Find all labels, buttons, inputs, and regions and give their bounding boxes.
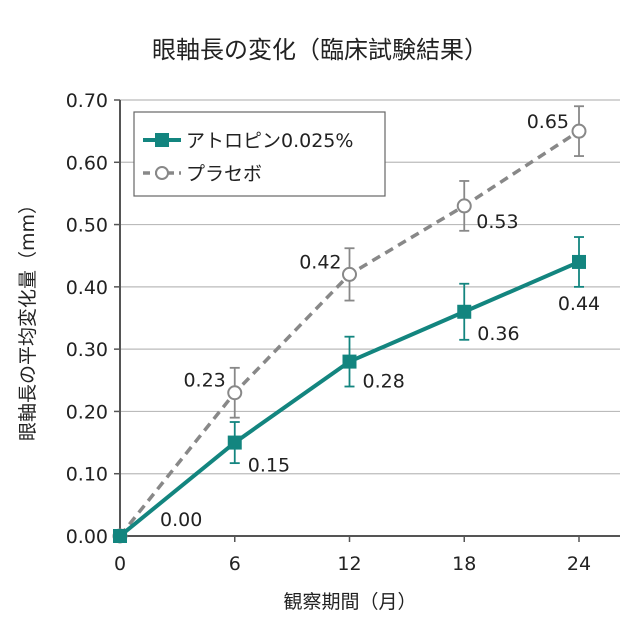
- legend-marker: [155, 133, 169, 147]
- series-line: [118, 260, 580, 538]
- data-point-marker: [457, 304, 472, 319]
- y-tick-label: 0.60: [66, 152, 108, 174]
- data-label: 0.23: [183, 370, 225, 392]
- legend-marker: [155, 166, 169, 180]
- legend-box: [133, 111, 386, 197]
- x-tick-label: 12: [337, 553, 361, 575]
- data-point-marker: [342, 266, 357, 282]
- legend-label: アトロピン0.025%: [186, 130, 353, 152]
- y-tick-label: 0.30: [66, 339, 108, 361]
- data-label: 0.28: [363, 371, 405, 393]
- data-label: 0.42: [299, 251, 341, 273]
- x-tick-label: 0: [114, 553, 126, 575]
- data-point-marker: [227, 435, 242, 450]
- data-point-marker: [572, 254, 586, 269]
- x-tick-label: 18: [452, 553, 476, 575]
- data-point-marker: [456, 198, 472, 214]
- data-point-marker: [342, 354, 357, 369]
- y-tick-label: 0.00: [66, 526, 108, 548]
- y-axis-label: 眼軸長の平均変化量（mm）: [17, 195, 39, 441]
- legend: アトロピン0.025% プラセボ: [133, 111, 386, 197]
- y-tick-label: 0.70: [66, 90, 108, 112]
- legend-label: プラセボ: [186, 163, 262, 185]
- x-tick-label: 24: [567, 553, 591, 575]
- data-label: 0.15: [248, 455, 290, 477]
- data-label: 0.00: [160, 509, 202, 531]
- data-point-marker: [227, 385, 243, 401]
- chart-title: 眼軸長の変化（臨床試験結果）: [152, 36, 488, 64]
- y-tick-label: 0.20: [66, 401, 108, 423]
- y-tick-label: 0.10: [66, 464, 108, 486]
- x-tick-label: 6: [229, 553, 241, 575]
- data-point-marker: [113, 529, 127, 543]
- x-axis-label: 観察期間（月）: [283, 591, 416, 613]
- y-tick-label: 0.40: [66, 277, 108, 299]
- data-label: 0.44: [558, 293, 600, 315]
- data-label: 0.65: [527, 111, 569, 133]
- data-label: 0.53: [476, 211, 518, 233]
- data-point-marker: [571, 123, 587, 139]
- data-label: 0.36: [477, 323, 519, 345]
- y-tick-label: 0.50: [66, 215, 108, 237]
